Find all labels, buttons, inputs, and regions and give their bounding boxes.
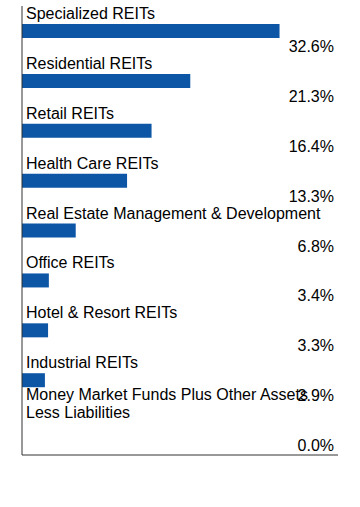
svg-text:Hotel & Resort REITs: Hotel & Resort REITs xyxy=(26,304,177,321)
svg-text:Less Liabilities: Less Liabilities xyxy=(26,404,130,421)
svg-text:Industrial REITs: Industrial REITs xyxy=(26,354,138,371)
svg-text:Retail REITs: Retail REITs xyxy=(26,105,114,122)
svg-text:Specialized REITs: Specialized REITs xyxy=(26,5,155,22)
svg-text:3.3%: 3.3% xyxy=(298,337,334,354)
svg-text:32.6%: 32.6% xyxy=(289,38,334,55)
svg-text:2.9%: 2.9% xyxy=(297,387,334,405)
svg-text:Health Care REITs: Health Care REITs xyxy=(26,155,159,172)
svg-text:3.4%: 3.4% xyxy=(298,287,334,304)
svg-text:16.4%: 16.4% xyxy=(289,138,334,155)
svg-text:Office REITs: Office REITs xyxy=(26,254,115,271)
svg-text:13.3%: 13.3% xyxy=(289,188,334,205)
svg-text:Residential REITs: Residential REITs xyxy=(26,55,152,72)
svg-text:Real Estate Management & Devel: Real Estate Management & Development xyxy=(26,205,321,222)
svg-text:Money Market Funds Plus Other: Money Market Funds Plus Other Assets xyxy=(26,386,308,403)
svg-text:0.0%: 0.0% xyxy=(298,437,334,454)
svg-text:21.3%: 21.3% xyxy=(289,88,334,105)
svg-text:6.8%: 6.8% xyxy=(298,238,334,255)
